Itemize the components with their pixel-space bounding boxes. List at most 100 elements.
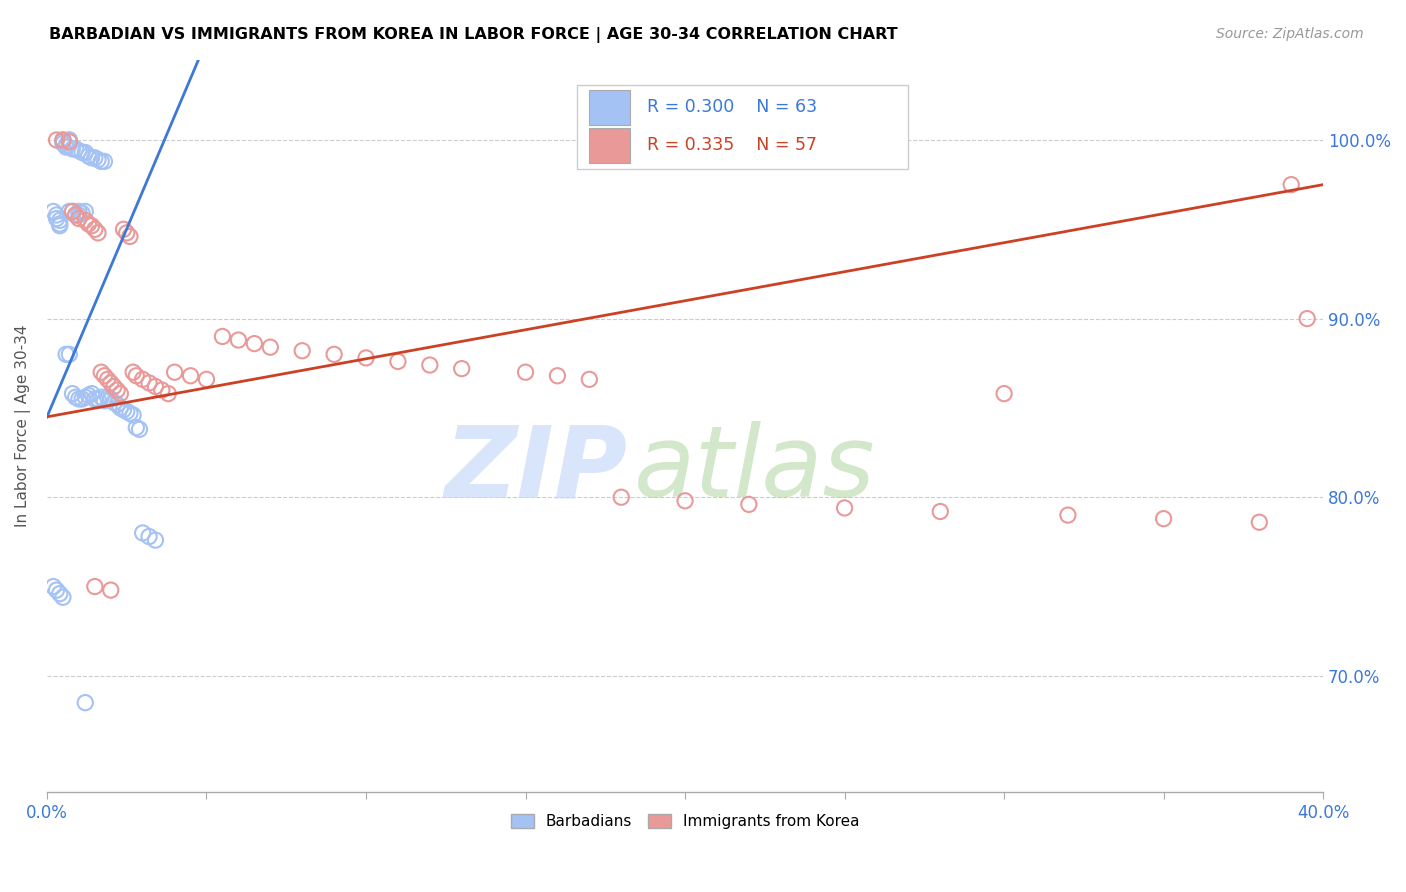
Point <box>52 133 75 147</box>
Legend: Barbadians, Immigrants from Korea: Barbadians, Immigrants from Korea <box>505 808 865 836</box>
Point <box>70 206 93 220</box>
Point <box>77 217 100 231</box>
Point <box>77 149 100 163</box>
Point <box>100 376 122 390</box>
Point <box>145 533 167 547</box>
Point <box>67 211 90 226</box>
Point <box>259 340 281 354</box>
Point <box>1279 178 1302 192</box>
Point <box>578 372 600 386</box>
Point <box>610 490 633 504</box>
Point <box>83 222 105 236</box>
Point <box>1296 311 1319 326</box>
Point <box>100 392 122 406</box>
Point <box>93 393 115 408</box>
Point <box>80 386 103 401</box>
Point <box>1057 508 1080 522</box>
Point <box>195 372 218 386</box>
Point <box>55 138 77 153</box>
Point <box>387 354 409 368</box>
Point <box>65 390 87 404</box>
Point <box>450 361 472 376</box>
Point <box>97 372 120 386</box>
Point <box>110 401 132 415</box>
Point <box>103 395 125 409</box>
Point <box>131 372 153 386</box>
FancyBboxPatch shape <box>589 89 630 125</box>
Point <box>62 142 84 156</box>
Point <box>128 422 150 436</box>
Point <box>163 365 186 379</box>
Point <box>48 219 70 233</box>
Point <box>80 151 103 165</box>
Point <box>150 383 173 397</box>
Point <box>48 587 70 601</box>
Point <box>115 226 138 240</box>
Point <box>83 392 105 406</box>
Point <box>62 204 84 219</box>
Point <box>62 386 84 401</box>
Point <box>65 208 87 222</box>
Point <box>105 397 128 411</box>
Point <box>83 580 105 594</box>
Point <box>87 153 110 167</box>
Point <box>52 133 75 147</box>
Point <box>157 386 180 401</box>
Point <box>67 144 90 158</box>
Point <box>70 145 93 160</box>
Point <box>45 583 67 598</box>
Point <box>122 365 145 379</box>
Point <box>103 379 125 393</box>
Point <box>75 390 97 404</box>
Point <box>55 140 77 154</box>
Point <box>45 133 67 147</box>
Point <box>243 336 266 351</box>
Point <box>48 217 70 231</box>
Point <box>90 365 112 379</box>
Point <box>112 402 135 417</box>
Point <box>52 135 75 149</box>
Point <box>993 386 1015 401</box>
Point <box>515 365 537 379</box>
Point <box>100 583 122 598</box>
Point <box>45 208 67 222</box>
Point <box>67 204 90 219</box>
Point <box>211 329 233 343</box>
Point <box>58 347 80 361</box>
Point <box>1153 511 1175 525</box>
Point <box>228 333 250 347</box>
Point <box>929 504 952 518</box>
Point <box>118 406 141 420</box>
Text: R = 0.300    N = 63: R = 0.300 N = 63 <box>647 98 817 116</box>
Point <box>58 133 80 147</box>
Point <box>105 383 128 397</box>
Text: R = 0.335    N = 57: R = 0.335 N = 57 <box>647 136 817 154</box>
Point <box>834 500 856 515</box>
Point <box>42 204 65 219</box>
Point <box>75 213 97 227</box>
Point <box>291 343 314 358</box>
Point <box>42 580 65 594</box>
Text: BARBADIAN VS IMMIGRANTS FROM KOREA IN LABOR FORCE | AGE 30-34 CORRELATION CHART: BARBADIAN VS IMMIGRANTS FROM KOREA IN LA… <box>49 27 898 43</box>
Point <box>48 213 70 227</box>
Point <box>75 696 97 710</box>
Point <box>110 386 132 401</box>
Point <box>419 358 441 372</box>
Point <box>52 136 75 151</box>
Point <box>58 135 80 149</box>
Point <box>77 388 100 402</box>
Point <box>87 392 110 406</box>
Point <box>125 368 148 383</box>
Point <box>58 133 80 147</box>
Point <box>145 379 167 393</box>
Point <box>75 204 97 219</box>
Point <box>67 208 90 222</box>
Point <box>83 151 105 165</box>
Point <box>115 404 138 418</box>
Point <box>65 208 87 222</box>
Point <box>90 390 112 404</box>
FancyBboxPatch shape <box>576 86 908 169</box>
Point <box>112 222 135 236</box>
Point <box>673 493 696 508</box>
Point <box>87 226 110 240</box>
